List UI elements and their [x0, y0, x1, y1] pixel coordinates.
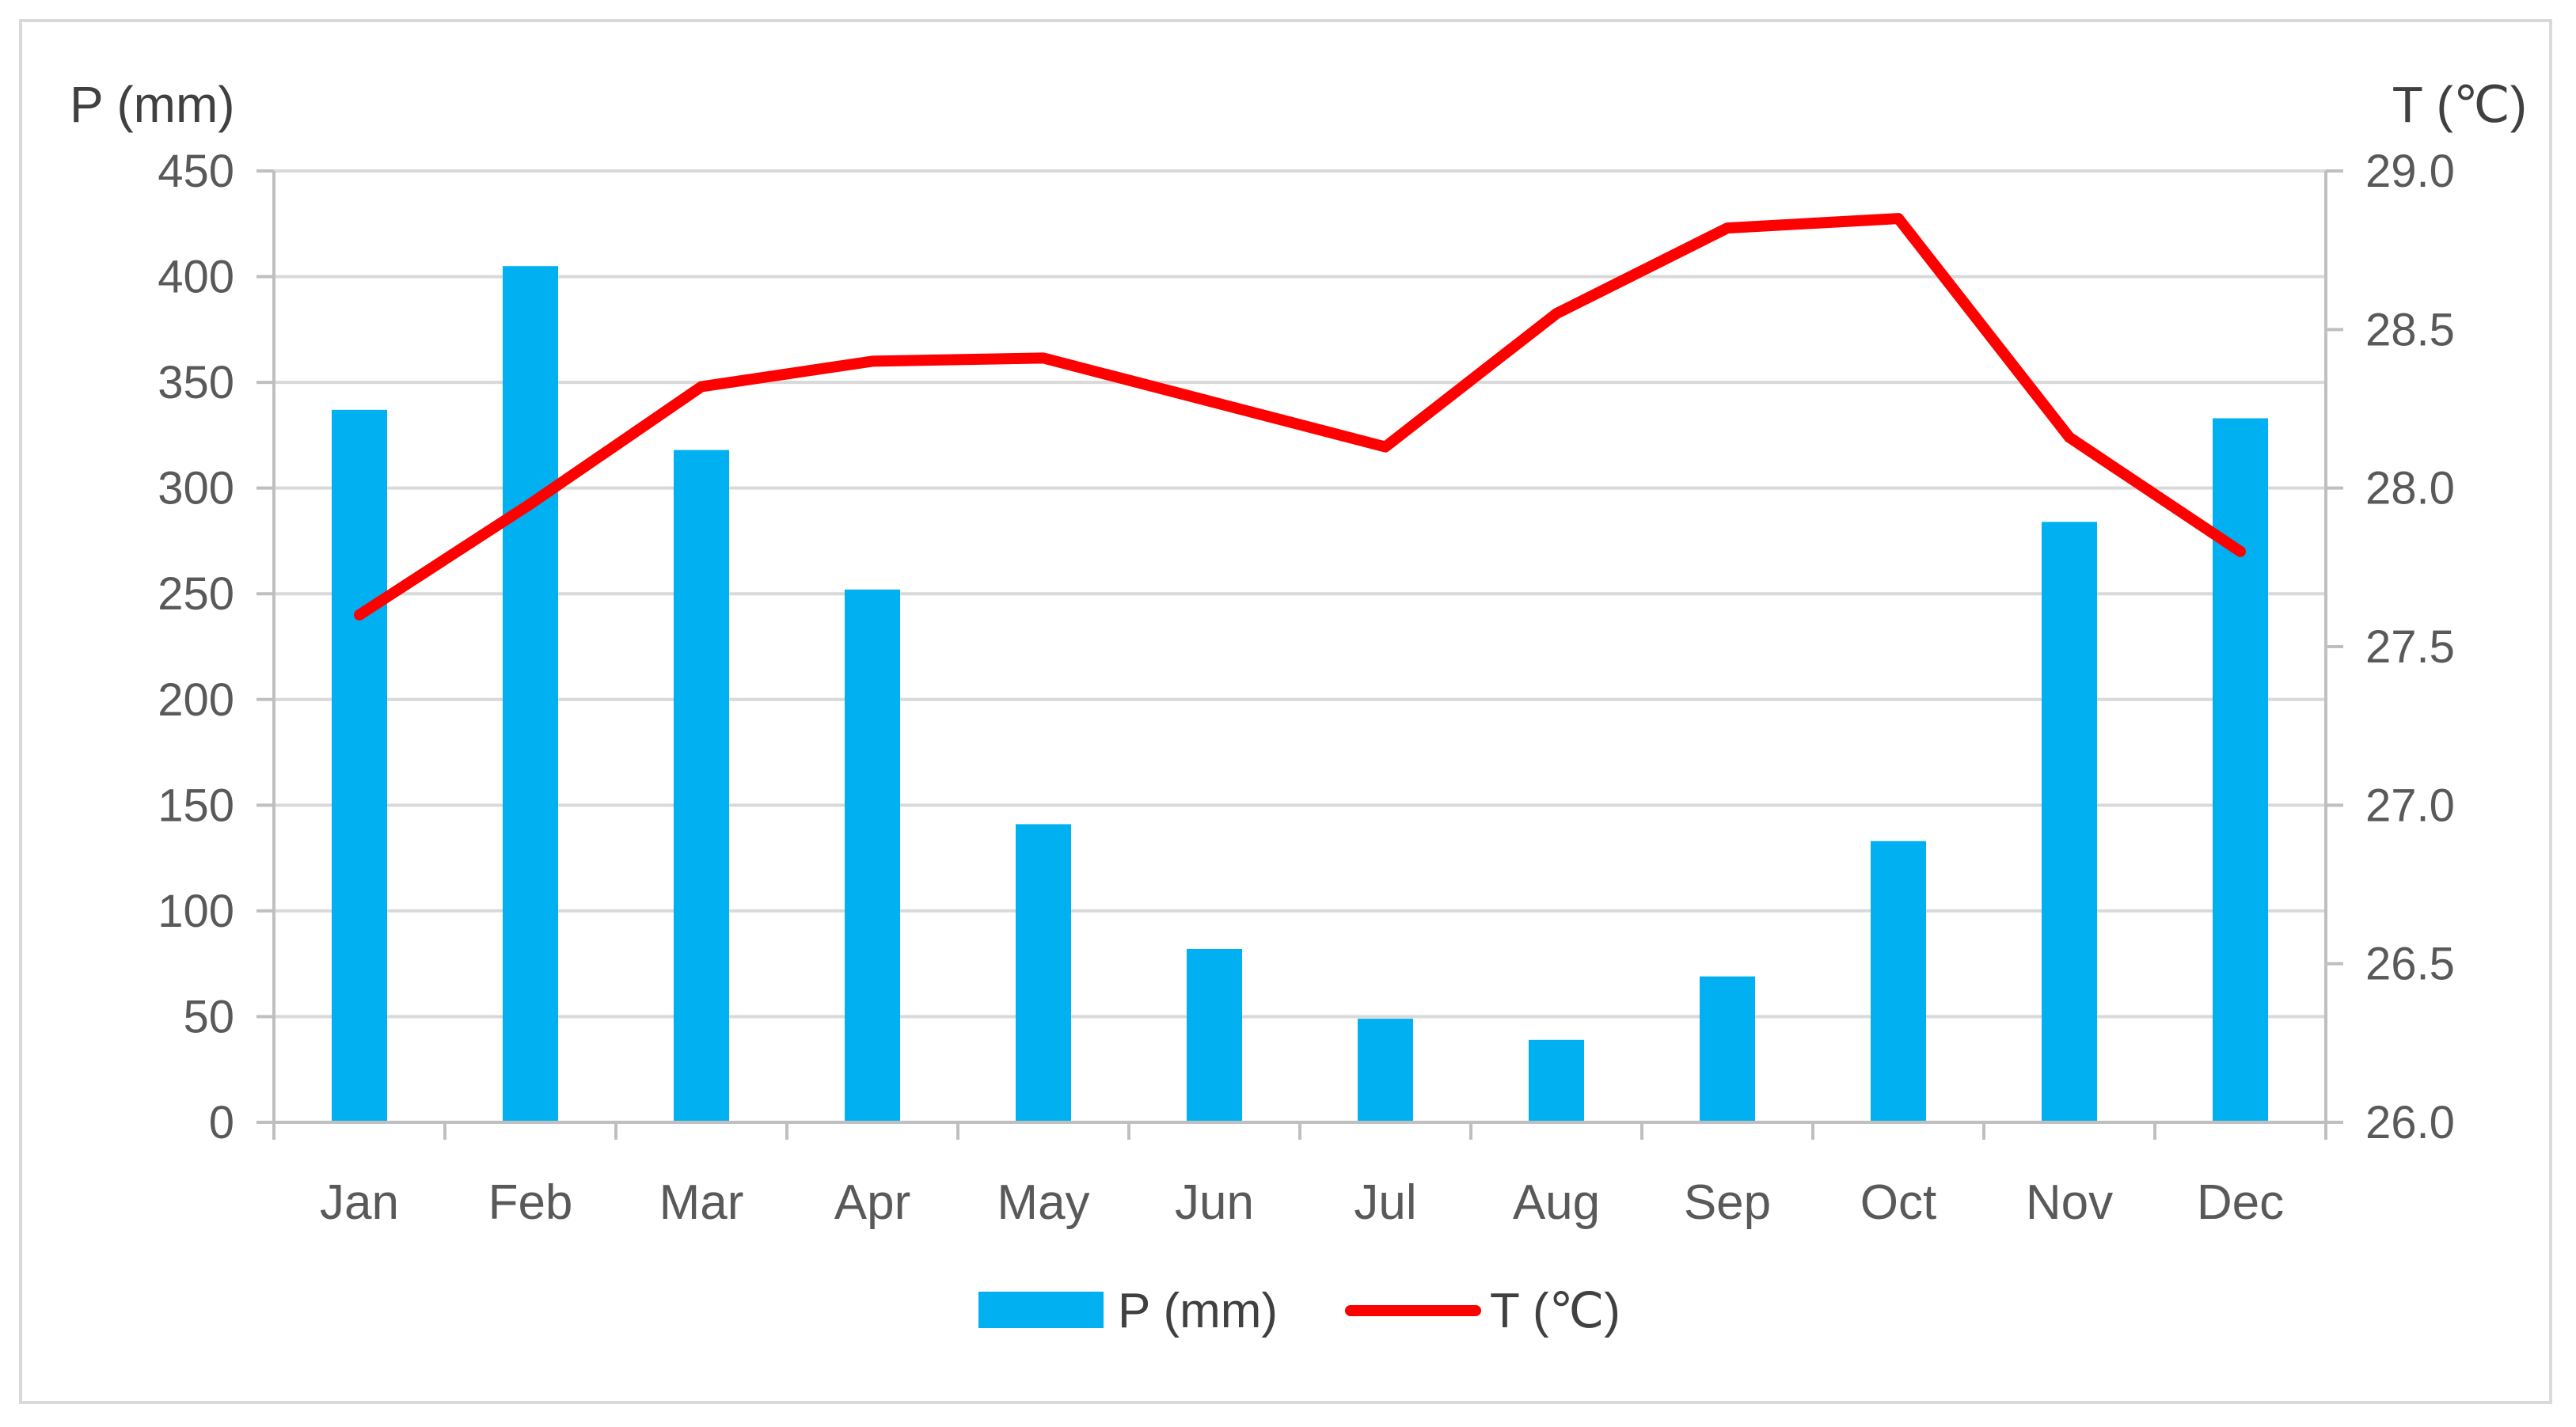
x-tick-label: Jul	[1354, 1175, 1416, 1230]
bar-jun	[1187, 948, 1242, 1122]
bar-oct	[1871, 841, 1926, 1122]
bar-sep	[1700, 976, 1755, 1122]
bar-feb	[503, 266, 558, 1123]
x-tick-label: Apr	[834, 1175, 910, 1230]
bar-dec	[2213, 418, 2268, 1122]
bar-nov	[2042, 522, 2097, 1122]
temperature-line	[354, 213, 2246, 621]
y-left-tick-label: 250	[158, 568, 234, 620]
bar-mar	[674, 450, 729, 1122]
bar-jan	[332, 409, 387, 1122]
y-left-tick-label: 350	[158, 357, 234, 408]
y-right-tick-label: 27.0	[2365, 780, 2455, 831]
y-right-tick-label: 29.0	[2365, 146, 2455, 197]
y-left-tick-label: 450	[158, 146, 234, 197]
x-tick-label: Mar	[659, 1175, 744, 1230]
temperature-line-group	[354, 213, 2246, 621]
x-tick-label: Jan	[320, 1175, 399, 1230]
y-left-tick-label: 400	[158, 252, 234, 303]
bar-apr	[845, 589, 900, 1122]
gridlines	[274, 169, 2326, 1019]
y-right-tick-label: 26.5	[2365, 939, 2455, 990]
x-tick-label: Feb	[488, 1175, 573, 1230]
axes	[256, 169, 2343, 1140]
y-left-tick-label: 150	[158, 780, 234, 831]
bar-jul	[1358, 1019, 1413, 1122]
axis-labels: 0 50 100 150 200 250 300 350 400 450 26.0 26.5 27.0 2…	[158, 146, 2455, 1230]
y-left-tick-label: 100	[158, 886, 234, 937]
legend-label-precipitation: P (mm)	[1118, 1284, 1278, 1338]
y-right-tick-label: 27.5	[2365, 621, 2455, 673]
y-right-tick-label: 28.0	[2365, 463, 2455, 514]
y-left-tick-label: 200	[158, 674, 234, 726]
y-left-axis-title: P (mm)	[70, 76, 235, 133]
x-tick-label: Nov	[2026, 1175, 2113, 1230]
x-tick-label: May	[997, 1175, 1089, 1230]
x-tick-label: Oct	[1860, 1175, 1936, 1230]
y-left-tick-label: 300	[158, 463, 234, 514]
x-tick-label: Jun	[1175, 1175, 1254, 1230]
legend: P (mm) T (℃)	[978, 1284, 1620, 1338]
y-right-tick-label: 28.5	[2365, 304, 2455, 355]
x-tick-label: Dec	[2197, 1175, 2284, 1230]
y-right-tick-label: 26.0	[2365, 1097, 2455, 1148]
bar-may	[1016, 824, 1071, 1122]
y-right-axis-title: T (℃)	[2392, 76, 2527, 133]
x-tick-label: Sep	[1684, 1175, 1771, 1230]
legend-swatch-precipitation	[978, 1292, 1104, 1328]
chart-frame	[19, 19, 2552, 1404]
y-left-tick-label: 50	[183, 991, 234, 1042]
precipitation-bars	[332, 266, 2268, 1123]
y-left-tick-label: 0	[209, 1097, 234, 1148]
legend-label-temperature: T (℃)	[1490, 1284, 1620, 1338]
x-tick-label: Aug	[1513, 1175, 1600, 1230]
bar-aug	[1529, 1039, 1584, 1122]
